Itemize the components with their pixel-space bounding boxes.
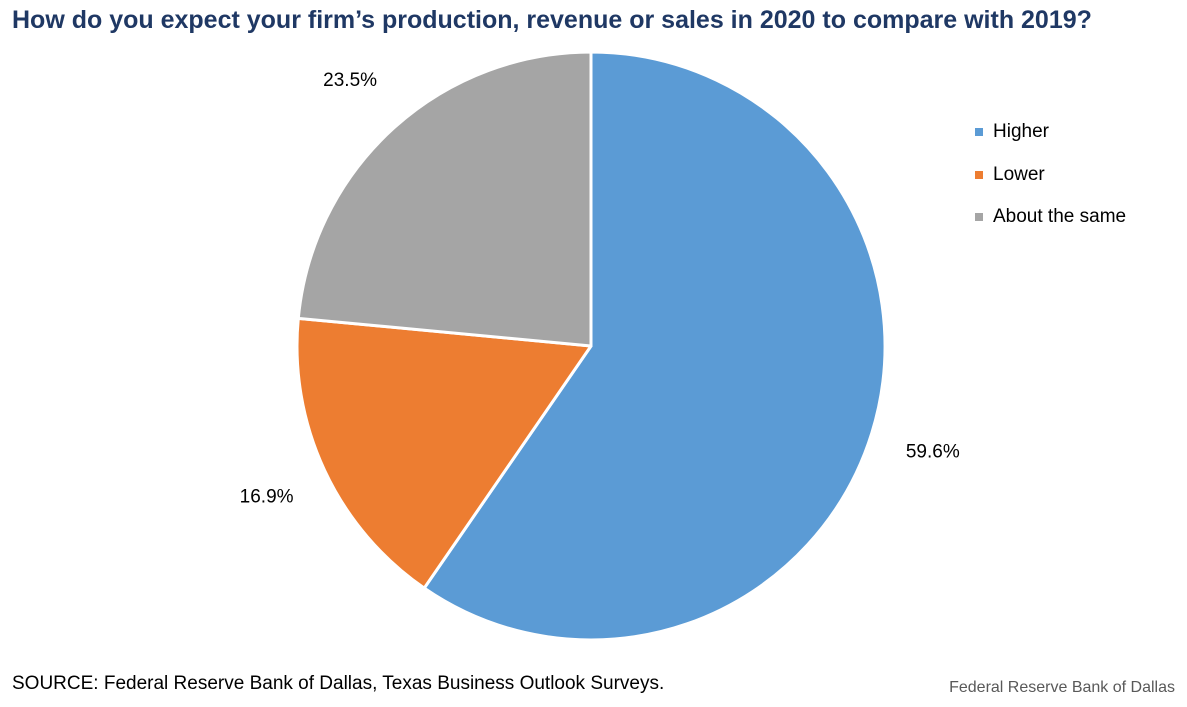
- legend-label-higher: Higher: [993, 121, 1049, 143]
- pie-slice-higher: [422, 50, 887, 642]
- pie-slice-lower: [295, 316, 593, 590]
- legend-label-lower: Lower: [993, 163, 1045, 185]
- legend-swatch-about-the-same: [975, 213, 983, 222]
- credit-text: Federal Reserve Bank of Dallas: [949, 679, 1175, 696]
- data-label-about-the-same: 23.5%: [323, 70, 377, 91]
- legend-item-higher: Higher: [975, 111, 1126, 154]
- data-label-higher: 59.6%: [906, 441, 960, 462]
- data-label-lower: 16.9%: [240, 486, 294, 507]
- legend-item-about-the-same: About the same: [975, 196, 1126, 239]
- legend-item-lower: Lower: [975, 154, 1126, 197]
- legend-label-about-the-same: About the same: [993, 206, 1127, 228]
- pie-slice-about-the-same: [296, 50, 593, 348]
- legend: Higher Lower About the same: [975, 111, 1126, 239]
- source-note: SOURCE: Federal Reserve Bank of Dallas, …: [12, 673, 665, 694]
- chart-title: How do you expect your firm’s production…: [12, 6, 1092, 34]
- legend-swatch-lower: [975, 170, 983, 179]
- legend-swatch-higher: [975, 128, 983, 137]
